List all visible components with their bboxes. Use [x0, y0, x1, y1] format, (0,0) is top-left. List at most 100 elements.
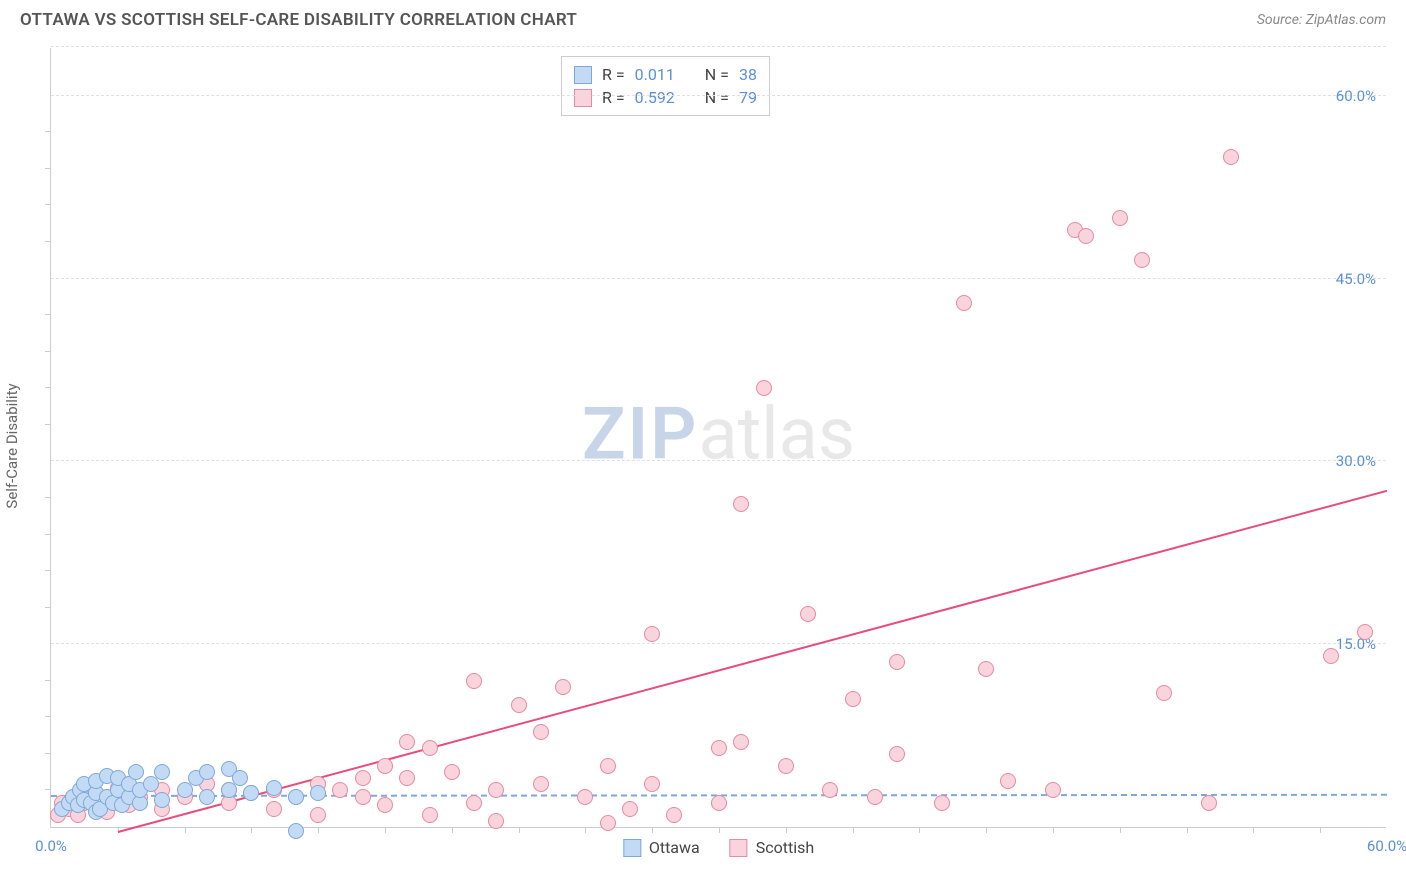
- y-minor-tick: [45, 424, 51, 425]
- scottish-point: [355, 789, 371, 805]
- x-minor-tick: [719, 827, 720, 833]
- scottish-point: [622, 801, 638, 817]
- y-minor-tick: [45, 607, 51, 608]
- scottish-swatch: [730, 839, 748, 857]
- scottish-point: [399, 734, 415, 750]
- ottawa-point: [232, 770, 248, 786]
- y-tick-label: 30.0%: [1336, 452, 1376, 470]
- x-minor-tick: [853, 827, 854, 833]
- header-row: OTTAWA VS SCOTTISH SELF-CARE DISABILITY …: [0, 0, 1406, 38]
- ottawa-point: [199, 789, 215, 805]
- scottish-point: [533, 724, 549, 740]
- y-tick-label: 60.0%: [1336, 87, 1376, 105]
- scottish-point: [845, 691, 861, 707]
- gridline: [51, 46, 1386, 47]
- stats-row-ottawa: R =0.011N =38: [574, 63, 757, 86]
- watermark-part1: ZIP: [582, 391, 698, 476]
- x-minor-tick: [1320, 827, 1321, 833]
- y-minor-tick: [45, 351, 51, 352]
- scottish-point: [1201, 795, 1217, 811]
- x-minor-tick: [986, 827, 987, 833]
- scottish-point: [399, 770, 415, 786]
- scottish-point: [867, 789, 883, 805]
- x-minor-tick: [251, 827, 252, 833]
- scottish-point: [1134, 252, 1150, 268]
- gridline: [51, 95, 1386, 96]
- gridline: [51, 643, 1386, 644]
- scottish-point: [666, 807, 682, 823]
- scottish-point: [444, 764, 460, 780]
- scottish-point: [978, 661, 994, 677]
- r-value: 0.011: [635, 65, 675, 84]
- n-value: 79: [739, 88, 757, 107]
- x-minor-tick: [1053, 827, 1054, 833]
- scottish-point: [1045, 782, 1061, 798]
- x-minor-tick: [318, 827, 319, 833]
- x-minor-tick: [452, 827, 453, 833]
- chart-title: OTTAWA VS SCOTTISH SELF-CARE DISABILITY …: [20, 10, 577, 30]
- x-minor-tick: [1253, 827, 1254, 833]
- scatter-chart: ZIPatlas R =0.011N =38R =0.592N =79 Otta…: [50, 48, 1386, 828]
- scottish-point: [466, 673, 482, 689]
- scottish-point: [889, 746, 905, 762]
- scottish-point: [1156, 685, 1172, 701]
- scottish-point: [600, 758, 616, 774]
- watermark: ZIPatlas: [582, 391, 855, 476]
- source-attribution: Source: ZipAtlas.com: [1257, 12, 1386, 28]
- scottish-point: [600, 815, 616, 831]
- scottish-point: [644, 776, 660, 792]
- stats-row-scottish: R = 0.592 N = 79: [574, 86, 757, 109]
- ottawa-point: [199, 764, 215, 780]
- y-minor-tick: [45, 131, 51, 132]
- scottish-point: [956, 295, 972, 311]
- scottish-trend-line: [118, 490, 1388, 833]
- ottawa-point: [154, 764, 170, 780]
- y-minor-tick: [45, 680, 51, 681]
- legend-label: Ottawa: [649, 838, 700, 857]
- r-label: R =: [602, 65, 625, 84]
- scottish-point: [332, 782, 348, 798]
- x-minor-tick: [1187, 827, 1188, 833]
- legend-item-ottawa: Ottawa: [623, 838, 700, 857]
- scottish-point: [822, 782, 838, 798]
- ottawa-swatch: [623, 839, 641, 857]
- y-minor-tick: [45, 204, 51, 205]
- scottish-point: [511, 697, 527, 713]
- n-label: N =: [705, 88, 729, 107]
- r-label: R =: [602, 88, 625, 107]
- ottawa-point: [266, 780, 282, 796]
- scottish-point: [733, 734, 749, 750]
- legend-item-scottish: Scottish: [730, 838, 814, 857]
- scottish-point: [1323, 648, 1339, 664]
- scottish-point: [756, 380, 772, 396]
- y-axis-label: Self-Care Disability: [3, 383, 21, 508]
- ottawa-point: [128, 764, 144, 780]
- scottish-point: [800, 606, 816, 622]
- x-minor-tick: [919, 827, 920, 833]
- x-tick-label: 0.0%: [35, 837, 67, 855]
- ottawa-point: [243, 785, 259, 801]
- scottish-point: [1223, 149, 1239, 165]
- scottish-point: [711, 740, 727, 756]
- x-minor-tick: [652, 827, 653, 833]
- scottish-point: [533, 776, 549, 792]
- scottish-point: [377, 758, 393, 774]
- scottish-point: [733, 496, 749, 512]
- scottish-point: [1000, 773, 1016, 789]
- gridline: [51, 278, 1386, 279]
- y-minor-tick: [45, 497, 51, 498]
- scottish-point: [310, 807, 326, 823]
- watermark-part2: atlas: [698, 391, 855, 476]
- x-minor-tick: [786, 827, 787, 833]
- y-minor-tick: [45, 168, 51, 169]
- scottish-point: [711, 795, 727, 811]
- ottawa-point: [288, 823, 304, 839]
- scottish-point: [644, 626, 660, 642]
- legend-label: Scottish: [756, 838, 814, 857]
- y-minor-tick: [45, 241, 51, 242]
- scottish-point: [1357, 624, 1373, 640]
- series-legend: Ottawa Scottish: [623, 838, 814, 857]
- r-value: 0.592: [635, 88, 675, 107]
- scottish-point: [555, 679, 571, 695]
- y-minor-tick: [45, 314, 51, 315]
